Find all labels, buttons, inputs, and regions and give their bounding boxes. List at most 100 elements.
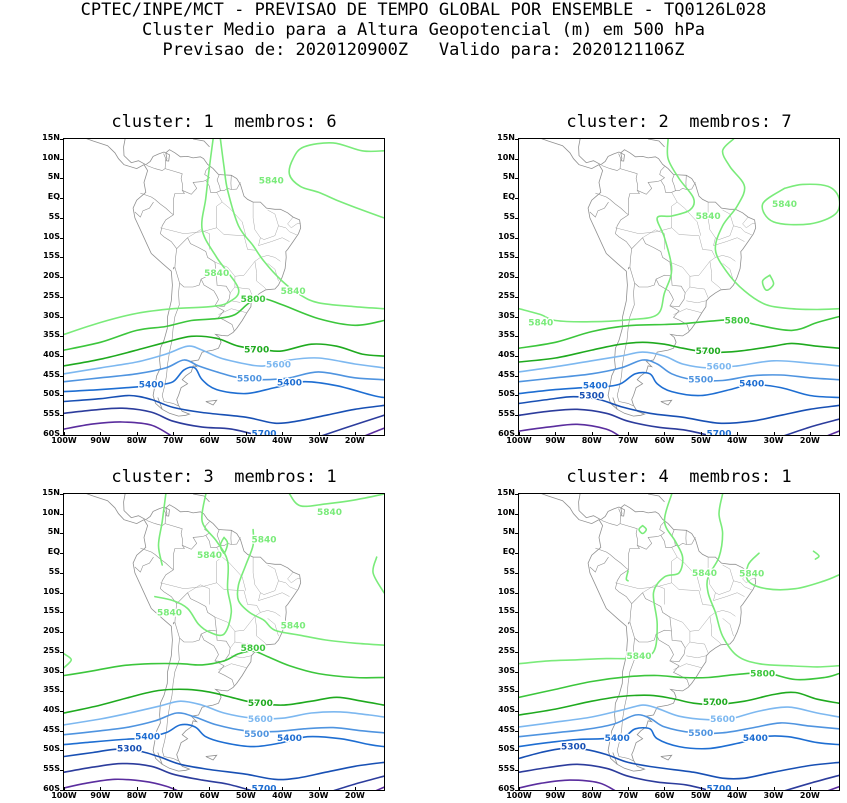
y-tick bbox=[515, 494, 519, 495]
country-border bbox=[616, 283, 635, 407]
state-border bbox=[260, 610, 281, 617]
y-tick bbox=[515, 592, 519, 594]
state-border bbox=[260, 564, 279, 595]
country-border bbox=[216, 174, 221, 191]
y-tick bbox=[515, 158, 519, 160]
contour-line bbox=[64, 650, 384, 679]
state-border bbox=[715, 610, 736, 617]
panel-title: cluster: 2 membros: 7 bbox=[566, 112, 792, 132]
contour-line bbox=[288, 141, 384, 219]
x-tick-label: 90W bbox=[545, 791, 566, 800]
contour-line bbox=[519, 747, 839, 780]
country-border bbox=[615, 214, 633, 270]
contour-line bbox=[638, 524, 648, 535]
coastline bbox=[519, 139, 757, 417]
y-tick-label: 35S bbox=[498, 330, 515, 340]
state-border bbox=[709, 261, 721, 290]
x-tick bbox=[136, 787, 138, 791]
state-border bbox=[713, 592, 745, 601]
x-tick bbox=[209, 787, 211, 791]
contour-label: 5600 bbox=[266, 361, 291, 371]
contour-line bbox=[64, 778, 178, 790]
y-tick bbox=[515, 139, 519, 140]
contour-label: 5840 bbox=[739, 570, 764, 580]
y-tick bbox=[515, 434, 519, 436]
contour-line bbox=[519, 139, 696, 323]
y-tick-label: 10N bbox=[497, 152, 515, 162]
contour-label: 5600 bbox=[706, 362, 731, 372]
state-border bbox=[642, 584, 665, 605]
y-tick bbox=[515, 632, 519, 634]
contour-line bbox=[519, 713, 839, 738]
y-tick bbox=[60, 553, 64, 555]
x-tick-label: 20W bbox=[799, 436, 820, 445]
country-border bbox=[601, 153, 622, 171]
country-border bbox=[200, 275, 231, 308]
map-canvas: 5840 5840 5840 5840 5840 5800 5700 5600 5500 5400… bbox=[64, 494, 384, 790]
contour-label: 5700 bbox=[706, 429, 731, 435]
state-border bbox=[218, 308, 247, 315]
coastline bbox=[648, 139, 665, 148]
y-tick bbox=[515, 316, 519, 318]
x-tick bbox=[664, 787, 666, 791]
contour-label: 5700 bbox=[248, 699, 273, 709]
x-tick-label: 90W bbox=[90, 436, 111, 445]
x-tick bbox=[737, 787, 739, 791]
y-tick-label: 15N bbox=[42, 133, 60, 142]
x-tick-label: 60W bbox=[654, 791, 675, 800]
contour-line bbox=[364, 427, 384, 435]
y-tick bbox=[60, 592, 64, 594]
country-border bbox=[214, 305, 235, 331]
contour-line bbox=[64, 653, 73, 669]
contour-label: 5800 bbox=[241, 295, 266, 305]
y-tick-label: 50S bbox=[43, 744, 60, 754]
y-tick-label: EQ bbox=[502, 547, 515, 557]
y-tick bbox=[515, 691, 519, 693]
contour-line bbox=[761, 274, 775, 292]
x-tick bbox=[100, 787, 102, 791]
y-tick bbox=[515, 257, 519, 259]
contour-label: 5840 bbox=[259, 176, 284, 186]
contour-label: 5840 bbox=[696, 212, 721, 222]
y-tick-label: 5S bbox=[503, 211, 515, 221]
contour-line bbox=[64, 139, 240, 336]
contour-line bbox=[64, 421, 172, 435]
contour-label: 5500 bbox=[237, 375, 262, 385]
country-border bbox=[140, 192, 174, 216]
contour-label: 5700 bbox=[251, 429, 276, 435]
contour-label: 5840 bbox=[197, 551, 222, 561]
y-tick-label: 55S bbox=[43, 764, 60, 774]
contour-line bbox=[219, 139, 384, 310]
y-tick-label: 15N bbox=[42, 488, 60, 497]
state-border bbox=[689, 641, 709, 653]
geography-layer bbox=[64, 139, 302, 417]
contour-line bbox=[64, 345, 384, 375]
contour-line bbox=[519, 763, 711, 790]
y-tick-label: 45S bbox=[43, 369, 60, 379]
x-tick bbox=[173, 787, 175, 791]
country-border bbox=[182, 521, 211, 550]
contour-line bbox=[519, 494, 684, 665]
y-tick-label: EQ bbox=[47, 192, 60, 202]
coastline bbox=[612, 397, 618, 410]
y-tick-label: 50S bbox=[43, 389, 60, 399]
y-tick bbox=[515, 217, 519, 219]
state-border bbox=[615, 582, 672, 589]
map-frame: 5840 5840 5840 5840 5840 5800 5700 5600 5500 5400… bbox=[63, 493, 385, 791]
y-tick-label: 35S bbox=[43, 330, 60, 340]
country-border bbox=[629, 237, 672, 288]
y-tick-label: 10N bbox=[497, 507, 515, 517]
contour-line bbox=[519, 315, 839, 349]
y-tick-label: EQ bbox=[47, 547, 60, 557]
contour-line bbox=[519, 423, 620, 435]
country-border bbox=[182, 166, 211, 195]
header-line-1: CPTEC/INPE/MCT - PREVISAO DE TEMPO GLOBA… bbox=[80, 0, 767, 20]
x-tick-label: 90W bbox=[90, 791, 111, 800]
y-tick bbox=[60, 632, 64, 634]
contour-line bbox=[236, 528, 384, 646]
x-tick bbox=[282, 432, 284, 436]
contour-line bbox=[827, 430, 839, 435]
y-tick-label: 55S bbox=[43, 409, 60, 419]
state-border bbox=[713, 237, 745, 246]
state-border bbox=[278, 580, 297, 591]
